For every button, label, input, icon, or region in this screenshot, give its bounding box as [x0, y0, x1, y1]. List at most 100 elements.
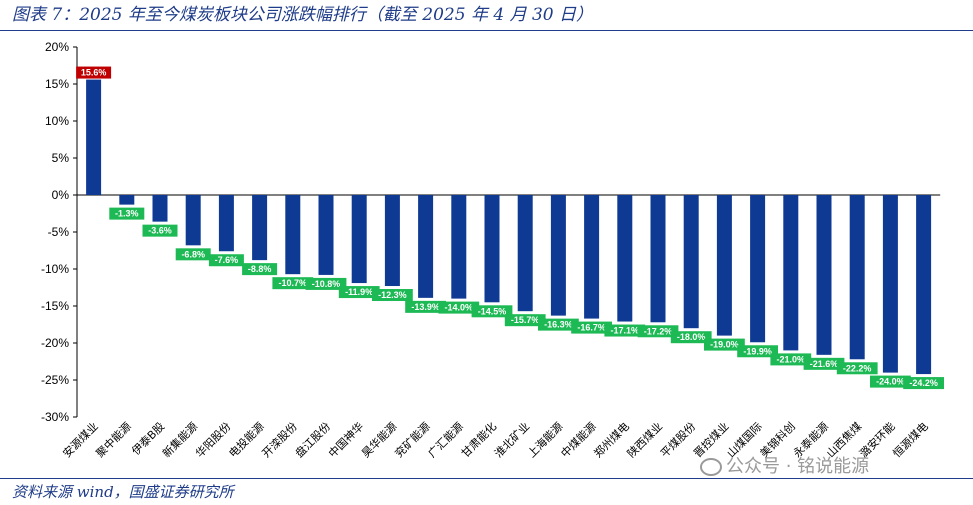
data-label-box — [737, 345, 778, 358]
data-label-box — [803, 357, 845, 370]
bar — [816, 195, 832, 355]
y-tick-label: 10% — [45, 114, 69, 128]
data-label-text: -1.3% — [115, 209, 139, 219]
bar — [318, 195, 334, 275]
data-label-box — [438, 301, 480, 314]
data-label-box — [272, 277, 314, 290]
data-label-text: -12.3% — [378, 290, 407, 300]
x-tick-label: 上海能源 — [525, 419, 566, 460]
bar — [451, 195, 467, 299]
data-label: -24.0% — [870, 375, 911, 388]
data-label-text: -19.9% — [743, 346, 772, 356]
y-tick-label: -25% — [41, 373, 69, 387]
x-tick-label: 开滦股份 — [259, 419, 300, 460]
bar — [252, 195, 268, 261]
bar — [351, 195, 367, 284]
x-tick-label: 安源煤业 — [60, 419, 101, 460]
bar-chart: 20% 15% 10% 5% 0% -5% -10% -15% -20% -25% -30% 15.… — [41, 40, 944, 460]
source-note: 资料来源 wind，国盛证券研究所 — [12, 483, 234, 501]
data-label-text: -17.2% — [644, 326, 673, 336]
x-tick-label: 淮北矿业 — [492, 420, 532, 460]
x-tick-label: 广汇能源 — [425, 419, 466, 460]
bar — [584, 195, 600, 319]
x-tick-label: 兖矿能源 — [392, 419, 433, 460]
x-tick-label: 恒源煤电 — [890, 419, 931, 460]
data-label-box — [571, 321, 612, 334]
data-label: -21.6% — [803, 357, 845, 370]
bar — [650, 195, 666, 323]
y-tick-label: 5% — [52, 151, 70, 165]
data-label: -8.8% — [242, 263, 278, 276]
data-label-box — [504, 314, 546, 327]
y-tick-label: 15% — [45, 77, 69, 91]
wechat-icon — [700, 458, 722, 476]
data-label: -13.9% — [405, 300, 446, 313]
data-label: -19.9% — [737, 345, 778, 358]
data-label-box — [538, 318, 579, 331]
data-label: -15.7% — [504, 314, 546, 327]
data-label-box — [305, 277, 347, 290]
data-label-text: -24.2% — [909, 378, 938, 388]
bars-group — [86, 79, 932, 375]
data-label-box — [208, 254, 244, 267]
x-tick-label: 甘肃能化 — [458, 419, 499, 460]
bar — [550, 195, 566, 316]
x-tick-label: 陕西煤业 — [624, 419, 665, 460]
bar — [418, 195, 434, 298]
data-label-text: -17.1% — [611, 326, 640, 336]
data-label: -11.9% — [338, 286, 380, 299]
data-label: -16.7% — [571, 321, 612, 334]
data-label-box — [903, 377, 944, 390]
data-label: -12.3% — [372, 289, 413, 302]
data-label-box — [471, 305, 513, 318]
x-tick-label: 郑州煤电 — [591, 419, 632, 460]
data-label-text: -11.9% — [345, 287, 373, 297]
y-tick-label: -10% — [41, 262, 69, 276]
data-label-text: -10.8% — [312, 279, 341, 289]
bar — [384, 195, 400, 287]
data-label-text: -8.8% — [248, 264, 272, 274]
bar — [119, 195, 135, 205]
data-label: -22.2% — [836, 362, 878, 375]
chart-title: 图表 7：2025 年至今煤炭板块公司涨跌幅排行（截至 2025 年 4 月 3… — [12, 5, 594, 25]
data-label-box — [175, 248, 211, 261]
data-label: -19.0% — [704, 338, 745, 351]
watermark-text: 公众号 · 铭说能源 — [726, 456, 870, 477]
top-rule — [0, 30, 973, 31]
data-label-box — [142, 224, 178, 237]
x-tick-label: 盘江股份 — [292, 419, 333, 460]
data-label-text: -15.7% — [511, 315, 540, 325]
y-tick-label: -30% — [41, 410, 69, 424]
x-tick-label: 中煤能源 — [558, 419, 599, 460]
data-label-text: 15.6% — [81, 68, 107, 78]
data-label-text: -18.0% — [677, 332, 706, 342]
data-label: -7.6% — [208, 254, 244, 267]
x-tick-label: 新集能源 — [159, 419, 200, 460]
data-label-box — [836, 362, 878, 375]
x-tick-label: 昊华能源 — [359, 419, 400, 460]
bar — [86, 79, 102, 195]
data-label: 15.6% — [76, 66, 112, 79]
data-label-box — [670, 331, 712, 344]
data-label: -24.2% — [903, 377, 944, 390]
y-tick-label: -20% — [41, 336, 69, 350]
data-label: -14.5% — [471, 305, 513, 318]
data-label-box — [242, 263, 278, 276]
data-label-box — [770, 353, 812, 366]
y-tick-label: 0% — [52, 188, 70, 202]
data-label-box — [704, 338, 745, 351]
data-label: -1.3% — [109, 207, 145, 220]
x-tick-label: 平煤股份 — [658, 420, 698, 460]
data-label: -17.1% — [604, 324, 646, 337]
data-label: -18.0% — [670, 331, 712, 344]
bar — [916, 195, 932, 375]
data-label-text: -7.6% — [215, 255, 239, 265]
bar — [617, 195, 633, 322]
data-label-box — [405, 300, 446, 313]
bar — [517, 195, 533, 312]
x-tick-label: 华阳股份 — [193, 419, 234, 460]
data-label-text: -16.7% — [577, 323, 606, 333]
data-label-text: -14.5% — [478, 306, 507, 316]
bar — [849, 195, 865, 360]
data-label-box — [870, 375, 911, 388]
